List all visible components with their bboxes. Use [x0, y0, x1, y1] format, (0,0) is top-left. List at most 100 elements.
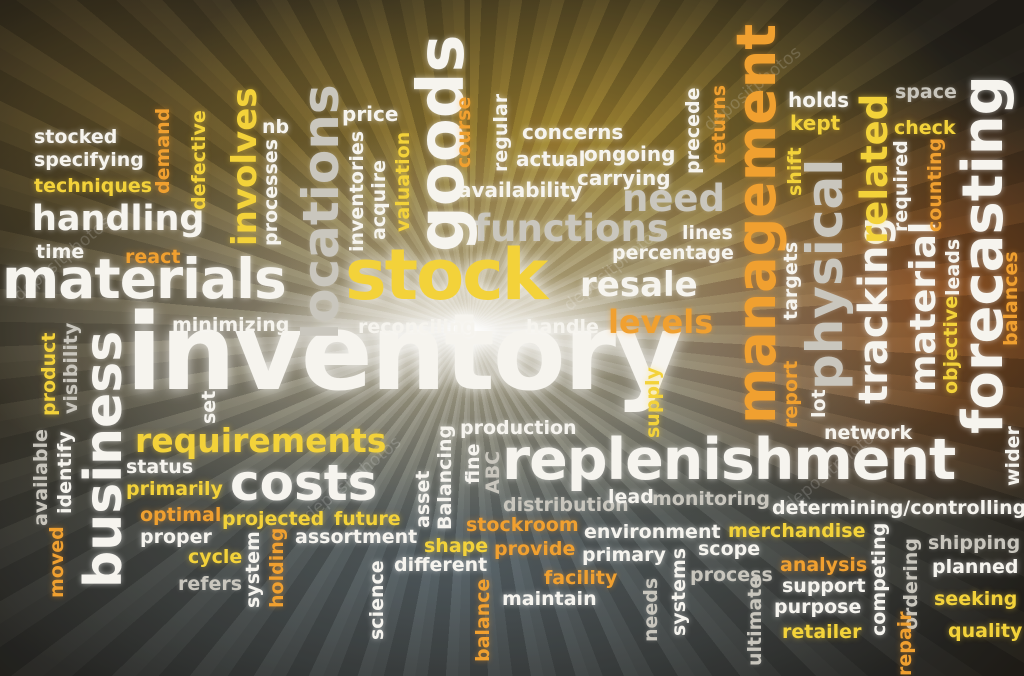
word-identify: identify — [54, 431, 76, 514]
word-leads: leads — [942, 238, 964, 296]
word-lines: lines — [682, 222, 733, 244]
word-retailer: retailer — [782, 621, 862, 643]
word-optimal: optimal — [140, 504, 222, 526]
word-science: science — [366, 560, 388, 640]
word-wider: wider — [1002, 426, 1024, 486]
word-report: report — [780, 360, 802, 428]
word-locations: locations — [292, 84, 350, 340]
word-support: support — [782, 575, 866, 597]
word-balances: balances — [1000, 251, 1022, 346]
word-stockroom: stockroom — [466, 514, 579, 536]
word-shift: shift — [784, 147, 806, 196]
word-competing: competing — [868, 522, 890, 636]
word-required: required — [890, 140, 912, 232]
word-time: time — [36, 241, 85, 263]
word-merchandise: merchandise — [728, 520, 866, 542]
word-holds: holds — [788, 88, 850, 112]
word-handle: handle — [526, 316, 599, 338]
word-distribution: distribution — [503, 494, 629, 516]
word-actual: actual — [516, 147, 586, 171]
word-related: related — [853, 93, 896, 244]
word-projected: projected — [222, 508, 325, 530]
word-moved: moved — [46, 526, 68, 598]
word-check: check — [894, 117, 956, 139]
word-reconciling: reconciling — [358, 316, 477, 338]
word-analysis: analysis — [780, 554, 868, 576]
word-shape: shape — [424, 535, 489, 557]
word-physical: physical — [796, 158, 854, 390]
word-primary: primary — [582, 544, 666, 566]
word-future: future — [334, 508, 401, 530]
word-repair: repair — [894, 611, 916, 676]
word-inventories: inventories — [346, 130, 368, 252]
word-fine: fine — [462, 443, 484, 485]
word-planned: planned — [932, 556, 1019, 578]
word-requirements: requirements — [135, 421, 387, 460]
word-systems: systems — [668, 547, 690, 636]
word-primarily: primarily — [126, 478, 223, 500]
word-percentage: percentage — [612, 242, 734, 264]
word-material: material — [903, 221, 944, 392]
word-set: set — [198, 390, 220, 424]
word-returns: returns — [708, 84, 730, 164]
word-handling: handling — [32, 199, 205, 239]
word-available: available — [30, 429, 52, 526]
word-concerns: concerns — [522, 120, 624, 144]
word-quality: quality — [948, 620, 1023, 642]
word-objective: objective — [940, 295, 962, 394]
word-minimizing: minimizing — [172, 314, 290, 336]
word-techniques: techniques — [34, 175, 153, 197]
word-nb: nb — [262, 116, 290, 138]
word-kept: kept — [790, 111, 841, 135]
word-involves: involves — [225, 87, 265, 247]
word-need: need — [622, 177, 726, 220]
word-tracking: tracking — [851, 217, 897, 404]
word-availability: availability — [458, 178, 583, 202]
word-needs: needs — [640, 577, 662, 642]
word-network: network — [824, 422, 913, 444]
word-scope: scope — [698, 538, 761, 560]
word-process: process — [690, 564, 773, 586]
word-functions: functions — [474, 207, 669, 250]
word-seeking: seeking — [934, 588, 1018, 610]
word-holding: holding — [266, 527, 288, 608]
word-environment: environment — [584, 521, 721, 543]
word-specifying: specifying — [34, 149, 144, 171]
word-different: different — [394, 554, 488, 576]
word-precede: precede — [682, 87, 704, 175]
word-acquire: acquire — [368, 160, 390, 240]
word-facility: facility — [544, 567, 618, 589]
word-product: product — [38, 332, 60, 417]
word-asset: asset — [412, 470, 434, 528]
word-inventory: inventory — [126, 291, 683, 414]
word-carrying: carrying — [577, 166, 671, 190]
word-lead: lead — [608, 486, 654, 508]
word-monitoring: monitoring — [652, 488, 771, 510]
word-ultimate: ultimate — [744, 575, 766, 666]
word-lot: lot — [808, 389, 830, 418]
word-determining-controlling: determining/controlling — [772, 497, 1024, 519]
word-refers: refers — [178, 573, 243, 595]
word-production: production — [460, 417, 577, 439]
word-balancing: Balancing — [434, 424, 456, 530]
word-proper: proper — [140, 526, 212, 548]
word-react: react — [125, 246, 181, 268]
word-stocked: stocked — [34, 126, 118, 148]
word-targets: targets — [780, 241, 802, 320]
word-assortment: assortment — [295, 526, 418, 548]
word-space: space — [895, 81, 957, 103]
word-stock: stock — [345, 234, 548, 316]
word-shipping: shipping — [928, 532, 1021, 554]
word-cycle: cycle — [188, 546, 243, 568]
word-levels: levels — [608, 303, 714, 341]
word-resale: resale — [580, 265, 698, 305]
word-visibility: visibility — [60, 322, 82, 414]
word-system: system — [242, 531, 264, 608]
word-business: business — [74, 330, 134, 588]
word-defective: defective — [188, 110, 210, 210]
word-supply: supply — [642, 367, 664, 438]
word-processes: processes — [260, 139, 282, 246]
word-ongoing: ongoing — [584, 142, 676, 166]
